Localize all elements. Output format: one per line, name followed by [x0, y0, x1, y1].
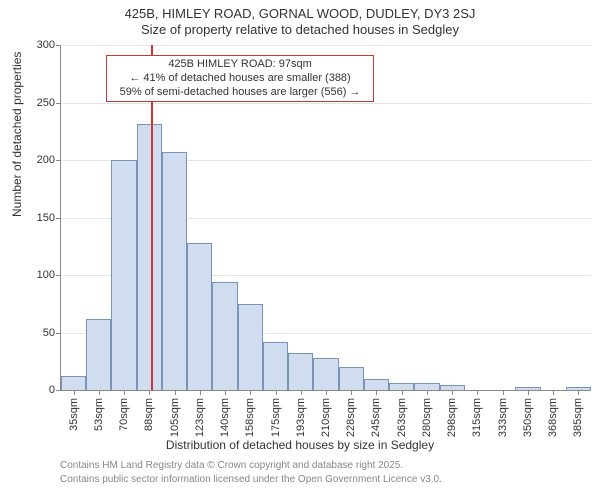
x-tick-mark — [528, 390, 529, 395]
footnote-copyright: Contains HM Land Registry data © Crown c… — [60, 460, 403, 471]
gridline — [61, 45, 591, 46]
x-tick-mark — [376, 390, 377, 395]
annotation-title: 425B HIMLEY ROAD: 97sqm — [113, 58, 367, 72]
x-tick-mark — [427, 390, 428, 395]
x-tick-label: 140sqm — [219, 398, 231, 437]
histogram-bar — [364, 379, 389, 391]
x-tick-mark — [124, 390, 125, 395]
annotation-box: 425B HIMLEY ROAD: 97sqm← 41% of detached… — [106, 55, 374, 102]
x-tick-label: 385sqm — [572, 398, 584, 437]
x-tick-label: 350sqm — [522, 398, 534, 437]
x-tick-label: 193sqm — [295, 398, 307, 437]
x-tick-label: 70sqm — [118, 398, 130, 431]
x-tick-mark — [351, 390, 352, 395]
histogram-bar — [288, 353, 313, 390]
x-tick-mark — [477, 390, 478, 395]
chart-subtitle: Size of property relative to detached ho… — [0, 22, 600, 37]
histogram-bar — [61, 376, 86, 390]
histogram-bar — [238, 304, 263, 390]
y-tick-label: 100 — [15, 269, 61, 281]
chart-title-address: 425B, HIMLEY ROAD, GORNAL WOOD, DUDLEY, … — [0, 6, 600, 21]
x-tick-mark — [149, 390, 150, 395]
histogram-bar — [187, 243, 212, 390]
x-tick-label: 35sqm — [68, 398, 80, 431]
x-tick-mark — [402, 390, 403, 395]
y-tick-label: 300 — [15, 39, 61, 51]
x-tick-mark — [175, 390, 176, 395]
annotation-smaller-line: ← 41% of detached houses are smaller (38… — [113, 72, 367, 86]
x-tick-label: 88sqm — [143, 398, 155, 431]
x-tick-mark — [452, 390, 453, 395]
y-tick-label: 50 — [15, 327, 61, 339]
x-tick-mark — [503, 390, 504, 395]
footnote-licence: Contains public sector information licen… — [60, 474, 442, 485]
y-tick-label: 0 — [15, 384, 61, 396]
x-tick-label: 53sqm — [93, 398, 105, 431]
x-tick-mark — [578, 390, 579, 395]
histogram-bar — [162, 152, 187, 390]
histogram-bar — [339, 367, 364, 390]
x-tick-mark — [301, 390, 302, 395]
x-tick-label: 368sqm — [547, 398, 559, 437]
histogram-bar — [111, 160, 136, 390]
histogram-bar — [389, 383, 414, 390]
x-tick-label: 280sqm — [421, 398, 433, 437]
x-tick-mark — [200, 390, 201, 395]
histogram-bar — [414, 383, 439, 390]
x-tick-label: 175sqm — [270, 398, 282, 437]
y-tick-label: 250 — [15, 97, 61, 109]
x-tick-label: 123sqm — [194, 398, 206, 437]
y-axis-label: Number of detached properties — [10, 52, 24, 217]
x-tick-mark — [225, 390, 226, 395]
y-tick-label: 150 — [15, 212, 61, 224]
x-tick-mark — [74, 390, 75, 395]
x-tick-label: 228sqm — [345, 398, 357, 437]
x-tick-mark — [553, 390, 554, 395]
x-tick-mark — [99, 390, 100, 395]
annotation-larger-line: 59% of semi-detached houses are larger (… — [113, 86, 367, 100]
x-tick-label: 158sqm — [244, 398, 256, 437]
x-tick-mark — [326, 390, 327, 395]
histogram-bar — [263, 342, 288, 390]
x-tick-label: 263sqm — [396, 398, 408, 437]
y-tick-label: 200 — [15, 154, 61, 166]
histogram-bar — [137, 124, 162, 390]
x-tick-mark — [250, 390, 251, 395]
x-tick-label: 315sqm — [471, 398, 483, 437]
x-tick-label: 105sqm — [169, 398, 181, 437]
x-tick-label: 298sqm — [446, 398, 458, 437]
x-axis-label: Distribution of detached houses by size … — [0, 438, 600, 452]
x-tick-mark — [276, 390, 277, 395]
chart-container: 425B, HIMLEY ROAD, GORNAL WOOD, DUDLEY, … — [0, 0, 600, 500]
gridline — [61, 103, 591, 104]
x-tick-label: 245sqm — [370, 398, 382, 437]
histogram-bar — [212, 282, 237, 390]
x-tick-label: 210sqm — [320, 398, 332, 437]
histogram-bar — [313, 358, 338, 390]
histogram-bar — [86, 319, 111, 390]
plot-area: 05010015020025030035sqm53sqm70sqm88sqm10… — [60, 45, 591, 391]
x-tick-label: 333sqm — [497, 398, 509, 437]
